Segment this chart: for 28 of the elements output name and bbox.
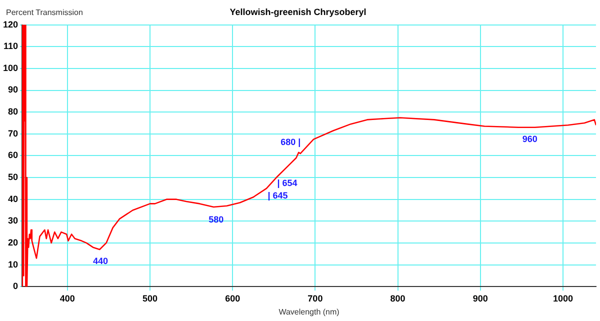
y-tick-label: 90 [8,84,18,95]
x-tick-label: 1000 [552,293,573,304]
y-tick-label: 10 [8,259,18,270]
y-tick-label: 100 [2,62,18,73]
y-tick-label: 60 [8,150,18,160]
x-tick-label: 600 [225,293,240,304]
y-tick-label: 110 [3,41,18,52]
x-tick-label: 900 [472,293,488,304]
y-tick-label: 30 [8,216,18,226]
annotation: 960 [522,134,538,144]
y-tick-label: 80 [8,106,18,117]
y-tick-label: 40 [8,194,18,204]
annotation: 680 | [280,136,301,147]
x-tick-label: 700 [308,293,323,304]
y-tick-label: 120 [2,19,18,30]
y-tick-label: 70 [8,128,18,138]
annotation: | 645 [268,190,288,201]
x-tick-label: 500 [142,293,158,304]
y-tick-label: 20 [8,237,18,248]
y-axis-title: Percent Transmission [6,8,83,18]
x-tick-label: 400 [60,293,75,304]
x-axis-title: Wavelength (nm) [278,307,340,316]
annotation: | 654 [277,178,298,188]
y-tick-label: 50 [8,172,18,182]
chart-title: Yellowish-greenish Chrysoberyl [230,6,366,17]
annotation: 440 [92,256,108,266]
y-tick-label: 0 [12,281,18,292]
x-tick-label: 800 [390,293,406,304]
